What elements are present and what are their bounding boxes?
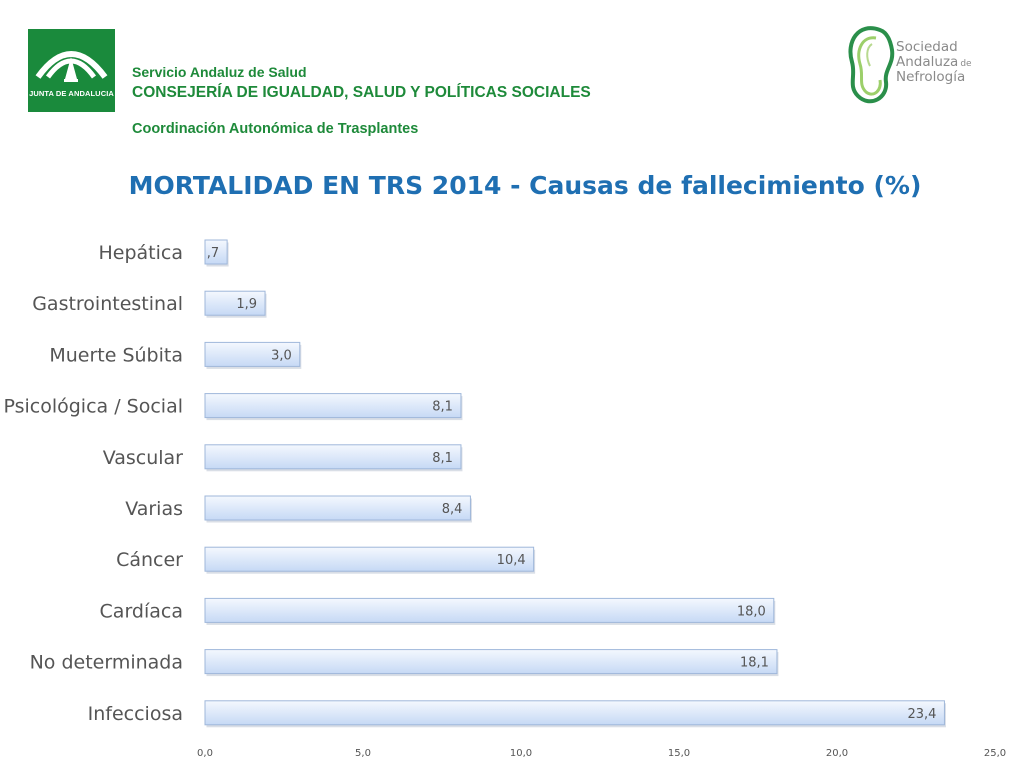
sociedad-line-2: Andaluza [896,54,959,70]
bars-layer [204,239,946,728]
org-line-consejeria: CONSEJERÍA DE IGUALDAD, SALUD Y POLÍTICA… [132,84,591,101]
value-label: 18,1 [740,656,769,671]
sociedad-andaluza-nefrologia-logo: Sociedad Andaluza de Nefrología [842,20,1002,106]
bar-0 [204,239,228,265]
value-label: 8,4 [442,502,463,517]
org-line-coordinacion: Coordinación Autonómica de Trasplantes [132,121,419,137]
junta-logo-text: JUNTA DE ANDALUCIA [29,89,114,98]
junta-de-andalucia-logo: JUNTA DE ANDALUCIA [28,29,115,112]
bar-8 [204,649,778,675]
kidney-swirl-icon [848,26,895,104]
bar-9 [204,700,945,726]
category-label: No determinada [30,652,183,674]
x-tick-label: 0,0 [197,748,213,759]
sociedad-line-1: Sociedad [896,39,958,55]
x-tick-label: 10,0 [510,748,532,759]
value-label: 10,4 [497,553,526,568]
bar-4 [204,444,462,470]
bar-6 [204,546,535,572]
bar-3 [204,393,462,419]
value-label: 18,0 [737,604,766,619]
org-line-servicio: Servicio Andaluz de Salud [132,64,307,80]
value-label: 23,4 [907,707,936,722]
x-tick-label: 5,0 [355,748,371,759]
category-label: Vascular [103,447,183,469]
category-label: Gastrointestinal [32,293,183,315]
value-label: 8,1 [432,451,453,466]
value-label: 8,1 [432,400,453,415]
category-label: Cardíaca [100,600,183,622]
sociedad-line-3: Nefrología [896,69,966,85]
category-label: Psicológica / Social [3,396,183,418]
x-tick-label: 20,0 [826,748,848,759]
x-axis-ticks: 0,0 5,0 10,0 15,0 20,0 25,0 [197,748,1006,759]
category-label: Hepática [99,242,184,264]
category-label: Varias [125,498,183,520]
value-label: 3,0 [271,348,292,363]
value-label: ,7 [207,246,219,261]
category-label: Infecciosa [88,703,183,725]
chart-title: MORTALIDAD EN TRS 2014 - Causas de falle… [128,171,922,200]
category-label: Muerte Súbita [49,344,183,366]
sociedad-line-2-wrap: Andaluza de [896,54,972,70]
bar-7 [204,597,775,623]
value-label: 1,9 [236,297,257,312]
sociedad-line-2-suffix: de [960,59,972,69]
bar-2 [204,341,301,367]
junta-arch-icon [35,51,108,82]
bar-1 [204,290,266,316]
labels-layer: Hepática ,7 Gastrointestinal 1,9 Muerte Súbi… [3,242,936,725]
x-tick-label: 25,0 [984,748,1006,759]
category-label: Cáncer [116,549,183,571]
bar-5 [204,495,471,521]
x-tick-label: 15,0 [668,748,690,759]
